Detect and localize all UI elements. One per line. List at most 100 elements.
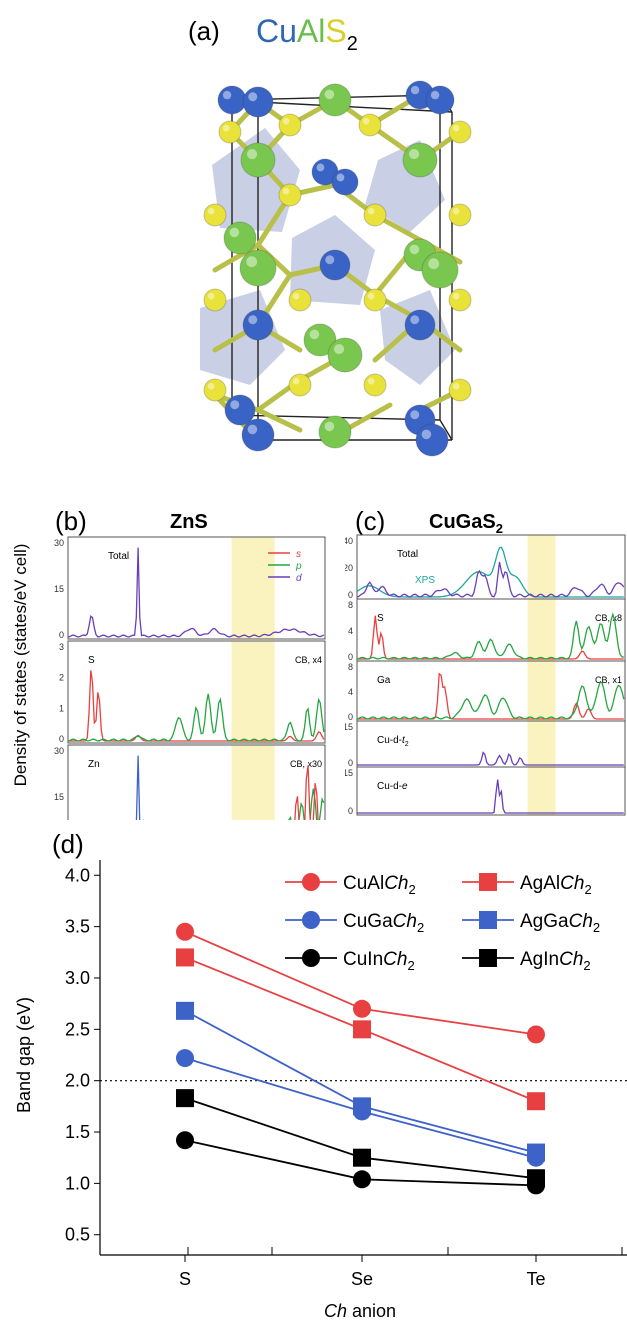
s-atom-highlight [282, 187, 290, 195]
al-atom-highlight [324, 421, 335, 432]
panel-b-title: ZnS [170, 511, 208, 533]
al-atom [223, 221, 257, 255]
dos-row-frame [67, 536, 326, 640]
y-tick-label: 0 [348, 712, 353, 722]
cu-atom [425, 85, 455, 115]
legend-label-sub: 2 [407, 958, 414, 973]
dos-row-label-text: Cu-d- [377, 781, 402, 792]
legend-label-sub: 2 [584, 882, 591, 897]
dos-row-label-text: Zn [88, 759, 100, 770]
dos-row-label: S [377, 613, 384, 624]
cu-atom [415, 423, 449, 457]
series-3-point [527, 1143, 545, 1162]
legend-marker [302, 949, 320, 967]
cu-atom-highlight [247, 424, 258, 435]
y-tick-label: 0.5 [65, 1225, 90, 1245]
legend-label-pre: AgAl [520, 873, 560, 894]
series-line-0 [184, 930, 537, 1036]
cu-atom [319, 249, 351, 281]
x-tick-label: Te [526, 1269, 545, 1289]
al-atom-highlight [409, 244, 420, 255]
panel-d: (d) 0.5 1.0 1.5 2.0 2.5 3.0 3.5 4.0 S Se Te Band gap… [0, 825, 627, 1323]
dos-row-label-italic: t [402, 735, 406, 746]
y-tick-label: 0 [348, 652, 353, 662]
dos-row-label: Cu-d-e [377, 781, 408, 792]
cu-atom-highlight [421, 429, 432, 440]
s-atom-highlight [222, 124, 230, 132]
series-5-point [176, 1089, 194, 1108]
panel-a-label: (a) [188, 16, 220, 46]
series-3-point [353, 1097, 371, 1116]
series-1-point [527, 1092, 545, 1111]
cu-atom [404, 309, 436, 341]
y-tick-label: 1 [59, 703, 64, 713]
dos-row-label: Zn [88, 759, 100, 770]
series-4-point [353, 1170, 371, 1189]
panel-c-label: (c) [355, 506, 385, 536]
y-tick-label: 0 [59, 734, 64, 744]
dos-curve-p-ga [356, 681, 625, 720]
y-axis-label: Band gap (eV) [14, 997, 34, 1113]
s-atom-highlight [207, 207, 215, 215]
dos-row-frame [356, 766, 626, 816]
legend-label-italic: Ch [384, 873, 408, 894]
dos-row-label: Cu-d-t2 [377, 735, 409, 748]
band-gap-region [527, 661, 556, 721]
unit-cell-drawing [200, 80, 472, 457]
y-tick-label: 30 [54, 538, 64, 548]
y-tick-label: 3.0 [65, 968, 90, 988]
legend-label-pre: CuGa [343, 911, 393, 932]
dos-row-note: CB, x4 [295, 655, 322, 665]
dos-row-label: Total [397, 549, 418, 560]
dos-curve-p2 [68, 788, 325, 846]
cu-atom-highlight [222, 90, 232, 100]
legend-label-sub: 2 [593, 920, 600, 935]
y-tick-label: 3 [59, 642, 64, 652]
dos-row-label-sub: 2 [405, 741, 409, 748]
dos-row-label-text: Total [108, 551, 129, 562]
dos-row-label-text: S [88, 655, 95, 666]
legend-label: s [296, 549, 301, 560]
s-atom [358, 113, 382, 137]
legend-marker [302, 873, 320, 891]
dos-row-label: Total [108, 551, 129, 562]
series-2-point [176, 1049, 194, 1068]
series-0-point [353, 999, 371, 1018]
legend-label: CuAlCh2 [343, 873, 416, 897]
al-atom-highlight [246, 256, 258, 268]
y-tick-label: 30 [54, 746, 64, 756]
al-atom [421, 251, 459, 289]
crystal-structure-figure: (a) CuAlS2 [188, 13, 472, 457]
legend-label-italic: Ch [393, 911, 417, 932]
al-atom [402, 142, 438, 178]
dos-row-note: CB, x8 [595, 613, 622, 623]
cu-atom [224, 394, 256, 426]
x-axis-label: Ch anion [324, 1301, 396, 1321]
al-atom-highlight [309, 329, 320, 340]
dos-row-label-text: Cu-d- [377, 735, 402, 746]
dos-row-frame [356, 534, 626, 600]
bond-30 [342, 402, 393, 433]
dos-row-frame [356, 598, 626, 662]
y-tick-label: 3.5 [65, 917, 90, 937]
legend-label-italic: Ch [560, 873, 584, 894]
dos-row-frame [67, 744, 326, 848]
s-atom-highlight [452, 124, 460, 132]
band-gap-region [231, 641, 275, 743]
s-atom [278, 183, 302, 207]
dos-curve-p-c [356, 612, 624, 660]
cu-atom-highlight [325, 255, 335, 265]
band-gap-region [527, 599, 556, 661]
dos-row-label-text: Total [397, 549, 418, 560]
al-atom [240, 142, 276, 178]
al-atom [303, 323, 337, 357]
s-atom-highlight [367, 292, 375, 300]
dos-curve-s-ga [357, 672, 624, 720]
legend-label-pre: AgIn [520, 949, 559, 970]
formula-al: Al [297, 13, 325, 49]
legend-label-sub: 2 [417, 920, 424, 935]
series-4-point [176, 1131, 194, 1150]
band-gap-region [231, 745, 275, 847]
series-1-point [176, 948, 194, 967]
dos-row-label-text: S [377, 613, 384, 624]
